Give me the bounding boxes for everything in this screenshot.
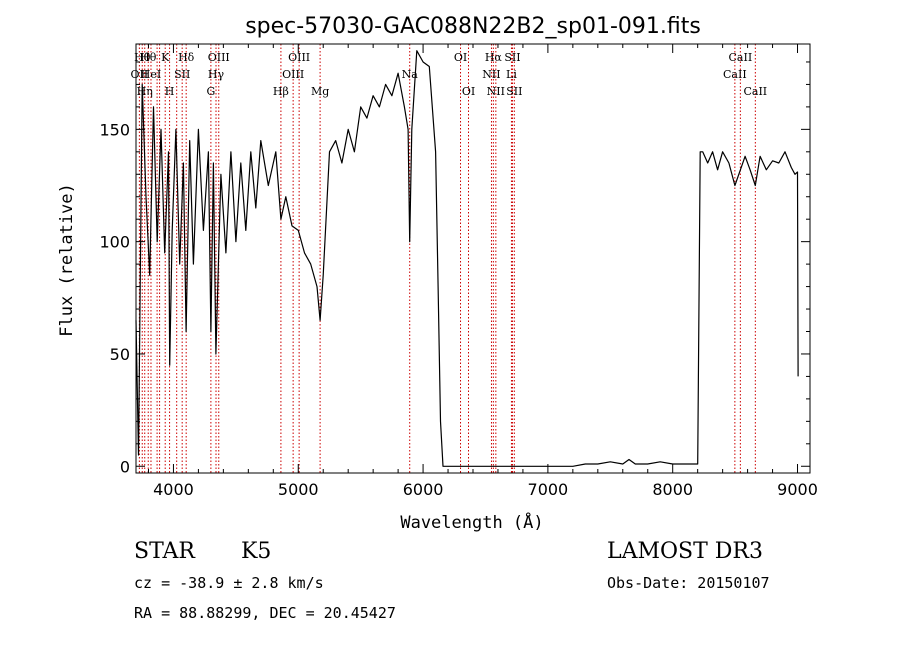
line-marker-label: Hα (485, 51, 503, 64)
x-tick-label: 9000 (777, 480, 818, 499)
line-marker-label: Li (506, 68, 517, 81)
object-subclass: K5 (241, 539, 272, 564)
line-marker-label: Hγ (208, 68, 225, 81)
line-marker-label: Hθ (134, 51, 151, 64)
spectrum-line (135, 50, 799, 467)
y-tick-label: 0 (120, 457, 130, 476)
object-class: STAR (134, 539, 195, 564)
line-marker-label: SII (506, 85, 522, 98)
line-marker-label: CaII (743, 85, 767, 98)
line-marker-label: CaII (729, 51, 753, 64)
x-tick-label: 8000 (652, 480, 693, 499)
line-marker-label: CaII (723, 68, 747, 81)
line-marker-label: Hθ (140, 51, 157, 64)
line-marker-label: OIII (282, 68, 304, 81)
line-marker-label: Hη (137, 85, 153, 98)
sky-coordinates: RA = 88.88299, DEC = 20.45427 (134, 604, 396, 622)
line-marker-label: OI (462, 85, 475, 98)
line-marker-label: Mg (311, 85, 329, 98)
x-tick-label: 6000 (403, 480, 444, 499)
y-axis: 0 50 100 150 (99, 61, 810, 476)
y-tick-label: 50 (110, 345, 130, 364)
line-marker-label: OIII (288, 51, 310, 64)
line-marker-label: Hβ (273, 85, 289, 98)
line-marker-label: K (161, 51, 170, 64)
x-axis: 4000 5000 6000 7000 8000 9000 (147, 44, 818, 499)
line-marker-label: SII (174, 68, 190, 81)
line-marker-label: NII (482, 68, 500, 81)
observation-date: Obs-Date: 20150107 (607, 574, 770, 592)
line-marker-label: SII (504, 51, 520, 64)
y-tick-label: 100 (99, 233, 130, 252)
line-marker-label: OIII (208, 51, 230, 64)
line-marker-label: Hδ (178, 51, 195, 64)
plot-frame (135, 43, 811, 474)
line-marker-label: H (165, 85, 175, 98)
survey-name: LAMOST DR3 (607, 539, 763, 564)
x-tick-label: 4000 (153, 480, 194, 499)
x-tick-label: 5000 (278, 480, 319, 499)
line-marker-label: NII (487, 85, 505, 98)
chart-title: spec-57030-GAC088N22B2_sp01-091.fits (245, 14, 701, 39)
x-tick-label: 7000 (528, 480, 569, 499)
y-axis-label: Flux (relative) (57, 183, 77, 337)
line-marker-label: HeI (141, 68, 161, 81)
redshift-velocity: cz = -38.9 ± 2.8 km/s (134, 574, 324, 592)
line-marker-label: G (206, 85, 215, 98)
line-markers (138, 44, 756, 473)
x-axis-label: Wavelength (Å) (400, 511, 543, 533)
line-marker-label: Na (402, 68, 419, 81)
line-marker-label: OI (454, 51, 467, 64)
line-marker-label: OII (131, 68, 149, 81)
y-tick-label: 150 (99, 120, 130, 139)
